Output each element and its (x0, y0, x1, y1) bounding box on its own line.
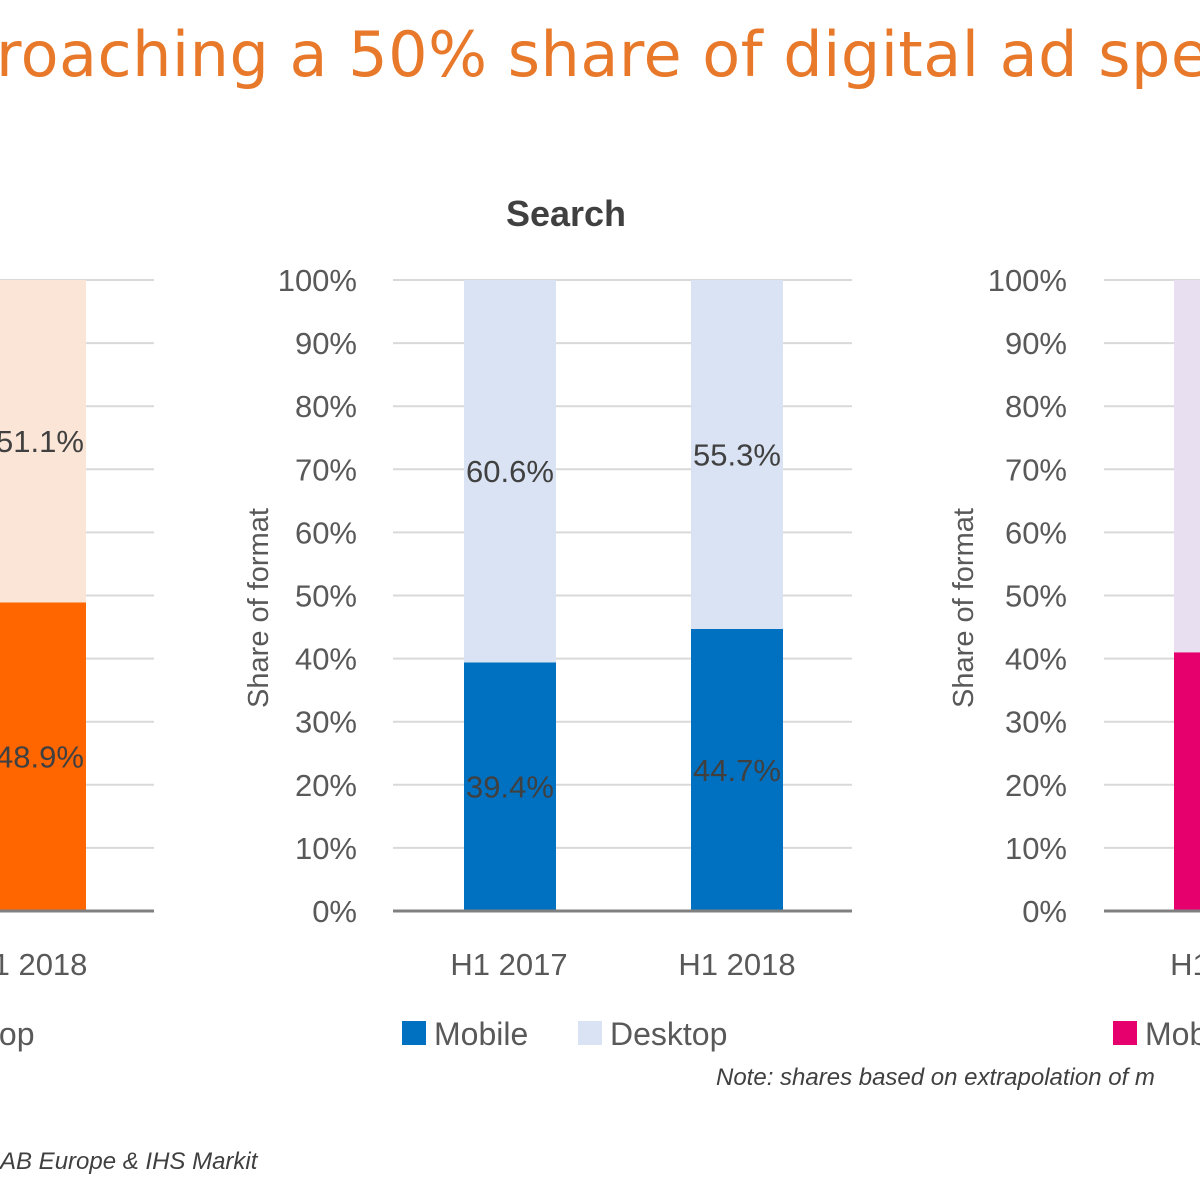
y-tick-label: 40% (295, 642, 357, 677)
y-axis-label: Share of format (948, 508, 980, 708)
footnote: Note: shares based on extrapolation of m (716, 1064, 1155, 1091)
y-tick-label: 50% (295, 579, 357, 614)
bar-bottom-segment (691, 628, 783, 911)
y-tick-label: 90% (1005, 326, 1067, 361)
x-category-label: H1 2017 (450, 947, 567, 982)
y-tick-label: 50% (1005, 579, 1067, 614)
bar-top-segment (464, 280, 556, 663)
y-tick-label: 20% (295, 768, 357, 803)
bar-top-segment (0, 280, 86, 603)
x-category-label: 1 2018 (0, 947, 87, 982)
bar-bottom-segment (0, 602, 86, 911)
y-tick-label: 80% (1005, 389, 1067, 424)
y-tick-label: 100% (278, 263, 357, 298)
bar-bottom-segment (464, 662, 556, 911)
chart-title: Search (506, 193, 626, 234)
y-tick-label: 30% (295, 705, 357, 740)
headline: roaching a 50% share of digital ad spen (0, 18, 1200, 91)
y-tick-label: 0% (312, 894, 357, 929)
y-tick-label: 70% (295, 452, 357, 487)
data-label: 55.3% (693, 437, 781, 472)
data-label: 39.4% (466, 770, 554, 805)
bar-top-segment (691, 280, 783, 629)
data-label: 44.7% (693, 753, 781, 788)
bar-top-segment (1174, 280, 1200, 653)
y-tick-label: 40% (1005, 642, 1067, 677)
data-label: 51.1% (0, 424, 84, 459)
y-tick-label: 60% (1005, 515, 1067, 550)
data-label: 60.6% (466, 454, 554, 489)
y-tick-label: 100% (988, 263, 1067, 298)
data-label: 48.9% (0, 740, 84, 775)
y-tick-label: 10% (1005, 831, 1067, 866)
y-tick-label: 10% (295, 831, 357, 866)
legend-label: Mobile (434, 1016, 528, 1052)
legend-swatch (578, 1021, 602, 1045)
y-tick-label: 30% (1005, 705, 1067, 740)
y-axis-label: Share of format (243, 508, 275, 708)
legend-label: top (0, 1016, 34, 1052)
y-tick-label: 20% (1005, 768, 1067, 803)
x-category-label: H1 (1170, 947, 1200, 982)
y-tick-label: 60% (295, 515, 357, 550)
legend-label: Desktop (610, 1016, 727, 1052)
legend-label: Mob (1145, 1016, 1200, 1052)
y-tick-label: 70% (1005, 452, 1067, 487)
y-tick-label: 90% (295, 326, 357, 361)
y-tick-label: 0% (1022, 894, 1067, 929)
y-tick-label: 80% (295, 389, 357, 424)
source-credit: AB Europe & IHS Markit (0, 1148, 258, 1175)
x-category-label: H1 2018 (678, 947, 795, 982)
legend-swatch (1113, 1021, 1137, 1045)
legend-swatch (402, 1021, 426, 1045)
bar-bottom-segment (1174, 652, 1200, 911)
